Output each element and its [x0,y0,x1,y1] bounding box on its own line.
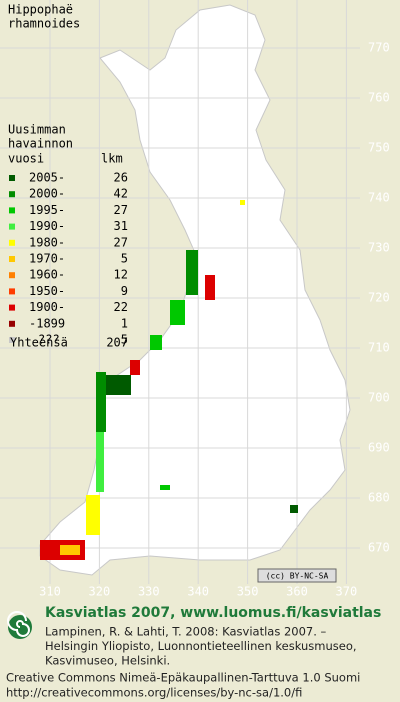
map-title: rhamnoides [8,17,80,31]
observation-square [160,485,170,490]
x-label: 330 [138,585,160,599]
legend-count: 26 [114,171,128,185]
x-label: 340 [187,585,209,599]
y-label: 710 [368,341,390,355]
legend-swatch [9,256,15,262]
license-line: http://creativecommons.org/licenses/by-n… [6,686,302,700]
legend-label: 2000- [29,187,65,201]
legend-swatch [9,223,15,230]
y-label: 720 [368,291,390,305]
legend-swatch [9,272,15,279]
observation-square [186,250,198,295]
observation-square [290,505,298,513]
legend-swatch [9,288,15,295]
observation-square [205,275,215,300]
legend-label: 2005- [29,171,65,185]
observation-square [86,495,100,535]
y-label: 760 [368,91,390,105]
legend-swatch [9,239,15,246]
y-label: 680 [368,491,390,505]
legend-count: 5 [121,333,128,347]
citation-line: Kasvimuseo, Helsinki. [45,654,170,668]
legend-label: 1970- [29,252,65,266]
x-label: 310 [39,585,61,599]
license-badge-text: (cc) BY-NC-SA [266,572,329,581]
x-label: 370 [336,585,358,599]
observation-square [130,360,140,375]
grid [0,0,360,584]
legend-count: 42 [114,187,128,201]
legend-count: 5 [121,252,128,266]
legend-count: 31 [114,219,128,233]
legend-swatch [9,304,15,311]
legend-count: 12 [114,268,128,282]
legend-label: ??? [38,333,60,347]
legend-label: 1995- [29,203,65,217]
observation-square [96,432,104,492]
y-label: 750 [368,141,390,155]
y-label: 770 [368,41,390,55]
legend-swatch [9,337,15,343]
y-label: 690 [368,441,390,455]
legend-label: 1960- [29,268,65,282]
legend-heading: Uusimman [8,123,66,137]
observation-square [150,335,162,350]
x-label: 350 [237,585,259,599]
license-badge [257,568,337,583]
legend-count: 9 [121,284,128,298]
x-label: 360 [286,585,308,599]
legend-swatch [9,175,15,181]
legend-total-label: Yhteensä [10,336,68,350]
legend-swatch [9,320,15,327]
observation-square [106,375,131,395]
legend-count: 1 [121,316,128,330]
legend-count: 27 [114,203,128,217]
legend-swatch [9,191,15,198]
legend-count: 22 [114,300,128,314]
observation-square [60,545,80,555]
observation-square [96,372,106,432]
legend-label: 1980- [29,235,65,249]
legend-label: 1900- [29,300,65,314]
map-title: Hippophaë [8,3,73,17]
legend-col-header: vuosi [8,152,44,166]
citation-line: Lampinen, R. & Lahti, T. 2008: Kasviatla… [45,625,327,639]
legend-heading: havainnon [8,137,73,151]
legend-total-count: 207 [106,336,128,350]
legend-label: -1899 [29,316,65,330]
legend-swatch [9,207,15,214]
logo [7,611,32,639]
y-label: 670 [368,541,390,555]
legend-label: 1990- [29,219,65,233]
observation-square [170,300,185,325]
observations [40,200,298,560]
citation-line: Helsingin Yliopisto, Luonnontieteellinen… [45,639,357,653]
y-label: 700 [368,391,390,405]
y-label: 730 [368,241,390,255]
legend-count: 27 [114,235,128,249]
observation-square [240,200,245,205]
license-line: Creative Commons Nimeä-Epäkaupallinen-Ta… [6,671,360,685]
x-label: 320 [89,585,111,599]
footer-title: Kasviatlas 2007, www.luomus.fi/kasviatla… [45,605,381,621]
legend-label: 1950- [29,284,65,298]
legend-col-header: lkm [101,152,123,166]
y-label: 740 [368,191,390,205]
